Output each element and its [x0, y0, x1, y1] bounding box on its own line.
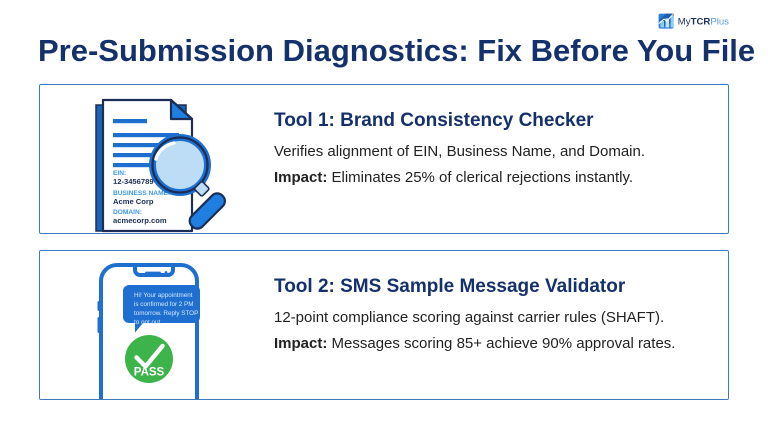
svg-text:to opt out.: to opt out. [134, 319, 162, 326]
svg-text:12-3456789: 12-3456789 [113, 177, 154, 186]
svg-text:BUSINESS NAME:: BUSINESS NAME: [113, 190, 170, 197]
svg-text:Acme Corp: Acme Corp [113, 197, 154, 206]
svg-text:DOMAIN:: DOMAIN: [113, 209, 142, 216]
svg-text:tomorrow. Reply STOP: tomorrow. Reply STOP [134, 310, 198, 317]
svg-text:MyTCRPlus: MyTCRPlus [678, 16, 729, 27]
svg-text:is confirmed for 2 PM: is confirmed for 2 PM [134, 301, 194, 308]
svg-text:Hi! Your appointment: Hi! Your appointment [134, 292, 193, 299]
svg-text:EIN:: EIN: [113, 170, 126, 177]
svg-text:acmecorp.com: acmecorp.com [113, 216, 167, 225]
svg-text:PASS: PASS [134, 367, 165, 379]
